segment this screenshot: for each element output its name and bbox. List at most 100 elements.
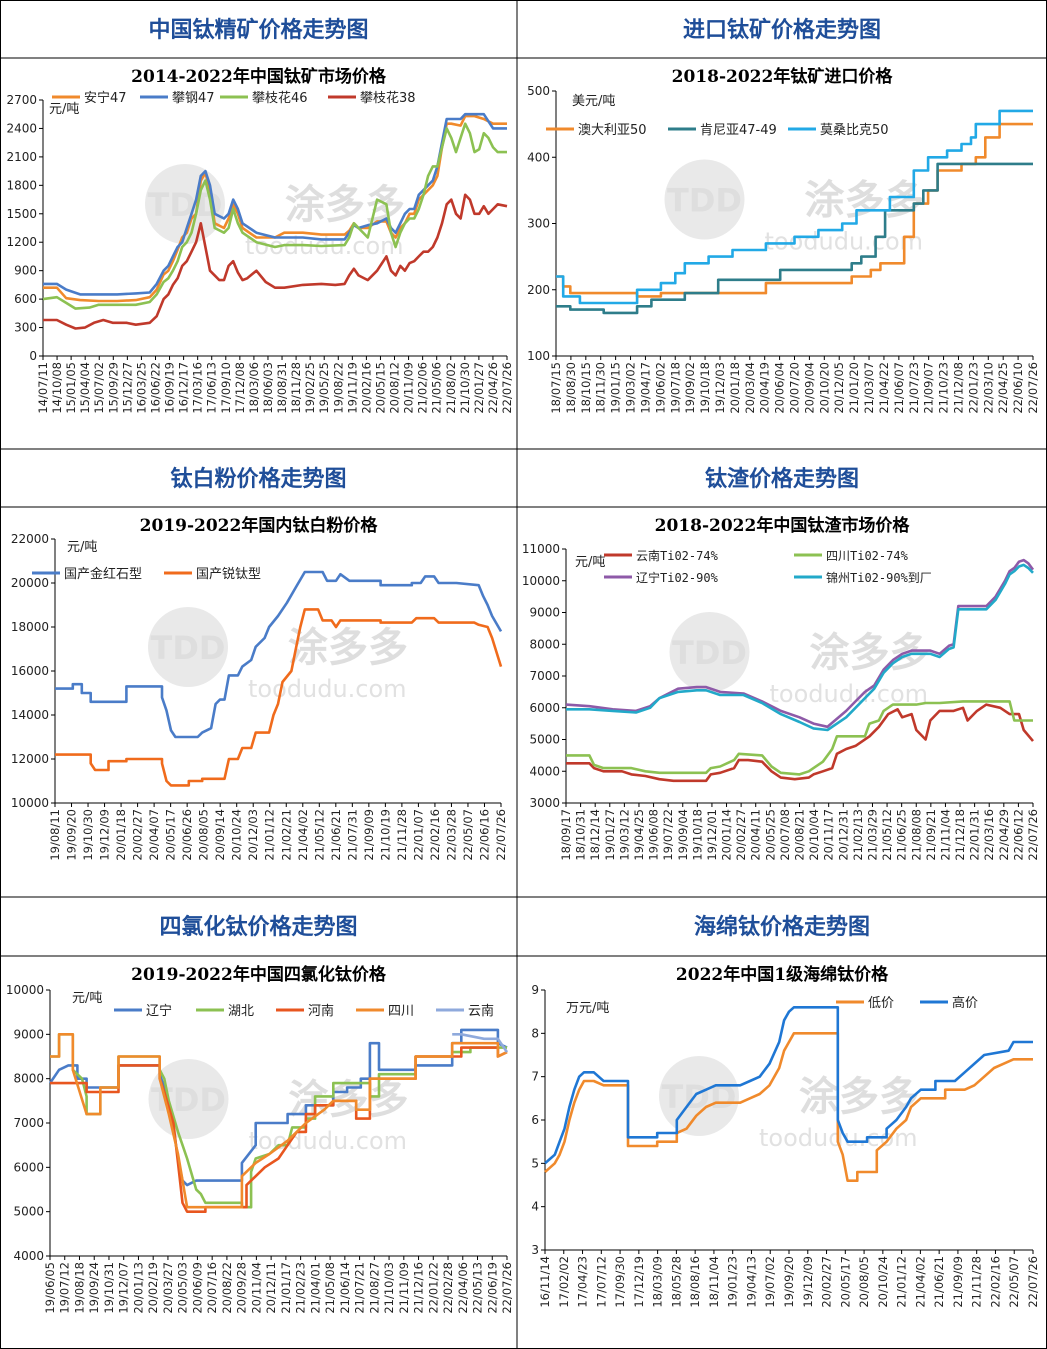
- x-tick-label: 21/08/08: [909, 809, 923, 861]
- watermark-logo-icon: [148, 1059, 229, 1139]
- x-tick-label: 21/10/23: [937, 362, 951, 414]
- x-tick-label: 14/10/08: [50, 362, 64, 414]
- x-tick-label: 21/09/09: [362, 809, 376, 861]
- y-tick-label: 600: [14, 292, 37, 306]
- x-tick-label: 21/01/17: [279, 1262, 293, 1314]
- x-tick-label: 21/09/07: [922, 362, 936, 414]
- x-tick-label: 18/05/28: [669, 1256, 683, 1308]
- x-tick-label: 22/04/06: [456, 1262, 470, 1314]
- x-tick-label: 20/12/05: [832, 362, 846, 414]
- x-tick-label: 20/02/27: [734, 809, 748, 861]
- x-tick-label: 21/06/07: [892, 362, 906, 414]
- x-tick-label: 20/02/27: [131, 809, 145, 861]
- x-tick-label: 19/01/23: [726, 1256, 740, 1308]
- x-tick-label: 21/11/28: [395, 809, 409, 861]
- x-tick-label: 20/09/14: [213, 809, 227, 861]
- x-tick-label: 19/07/18: [668, 362, 682, 414]
- x-tick-label: 21/01/12: [263, 809, 277, 861]
- x-tick-label: 18/08/16: [688, 1256, 702, 1308]
- x-tick-label: 22/02/16: [428, 809, 442, 861]
- y-tick-label: 8000: [13, 1072, 44, 1086]
- x-tick-label: 20/10/20: [817, 362, 831, 414]
- x-tick-label: 16/11/14: [538, 1256, 552, 1308]
- y-axis-unit: 美元/吨: [572, 94, 615, 109]
- x-tick-label: 21/07/23: [907, 362, 921, 414]
- watermark-text: 涂多多: [805, 178, 925, 224]
- x-tick-label: 20/03/27: [161, 1262, 175, 1314]
- chart-title: 2018-2022年钛矿进口价格: [672, 66, 894, 87]
- legend-label: 攀钢47: [172, 91, 215, 106]
- x-tick-label: 17/03/16: [191, 362, 205, 414]
- x-tick-label: 18/08/30: [564, 362, 578, 414]
- x-tick-label: 15/07/02: [92, 362, 106, 414]
- x-tick-label: 19/12/03: [713, 362, 727, 414]
- x-tick-label: 19/07/02: [763, 1256, 777, 1308]
- y-tick-label: 300: [527, 217, 550, 231]
- x-tick-label: 20/08/05: [197, 809, 211, 861]
- x-tick-label: 21/05/08: [323, 1262, 337, 1314]
- y-tick-label: 14000: [11, 708, 49, 722]
- x-tick-label: 19/11/19: [345, 362, 359, 414]
- x-tick-label: 21/11/28: [970, 1256, 984, 1308]
- legend-label: 云南: [468, 1003, 494, 1019]
- x-tick-label: 20/01/13: [131, 1262, 145, 1314]
- x-tick-label: 19/09/20: [782, 1256, 796, 1308]
- y-tick-label: 5000: [529, 733, 560, 747]
- x-tick-label: 21/05/12: [880, 809, 894, 861]
- x-tick-label: 19/06/08: [647, 809, 661, 861]
- x-tick-label: 20/06/09: [190, 1262, 204, 1314]
- y-tick-label: 900: [14, 264, 37, 278]
- chart-title: 2022年中国1级海绵钛价格: [676, 964, 889, 985]
- x-tick-label: 22/02/16: [988, 1256, 1002, 1308]
- panel-title: 钛渣价格走势图: [705, 466, 859, 492]
- watermark-logo-icon: [148, 607, 228, 687]
- x-tick-label: 20/04/11: [749, 809, 763, 861]
- y-tick-label: 7000: [529, 669, 560, 683]
- x-tick-label: 18/12/14: [588, 809, 602, 861]
- x-tick-label: 19/12/01: [705, 809, 719, 861]
- x-tick-label: 18/03/06: [247, 362, 261, 414]
- y-tick-label: 11000: [522, 542, 560, 556]
- series-line: [566, 563, 1034, 732]
- x-tick-label: 21/03/07: [862, 362, 876, 414]
- x-tick-label: 20/07/08: [778, 809, 792, 861]
- y-tick-label: 400: [527, 150, 550, 164]
- x-tick-label: 20/08/22: [220, 1262, 234, 1314]
- panel-title: 海绵钛价格走势图: [694, 914, 870, 940]
- x-tick-label: 19/05/25: [317, 362, 331, 414]
- series-line: [55, 570, 503, 739]
- x-tick-label: 20/12/31: [836, 809, 850, 861]
- watermark-logo-icon: [669, 612, 750, 692]
- watermark-brand: TDD: [151, 629, 226, 667]
- x-tick-label: 14/07/11: [36, 362, 50, 414]
- x-tick-label: 20/10/04: [807, 809, 821, 861]
- legend-label: 锦州Ti02-90%到厂: [826, 571, 932, 585]
- y-axis-unit: 元/吨: [72, 991, 102, 1006]
- y-tick-label: 18000: [11, 620, 49, 634]
- x-tick-label: 19/08/22: [331, 362, 345, 414]
- x-tick-label: 21/07/21: [353, 1262, 367, 1314]
- x-tick-label: 17/09/10: [219, 362, 233, 414]
- legend: 安宁47 攀钢47 攀枝花46 攀枝花38: [52, 90, 416, 106]
- x-tick-label: 19/07/12: [58, 1262, 72, 1314]
- legend-label: 四川: [388, 1004, 414, 1019]
- x-tick-label: 22/06/12: [1011, 809, 1025, 861]
- x-tick-label: 16/03/25: [134, 362, 148, 414]
- x-tick-label: 19/03/12: [617, 809, 631, 861]
- series-line: [43, 114, 507, 303]
- x-tick-label: 20/06/26: [180, 809, 194, 861]
- chart-panel: 进口钛矿价格走势图 TDD 涂多多 toodudu.com 2018-2022年钛矿进口…: [527, 17, 1040, 414]
- x-tick-label: 21/07/31: [345, 809, 359, 861]
- x-tick-label: 21/11/04: [938, 809, 952, 861]
- x-tick-label: 16/06/22: [148, 362, 162, 414]
- x-tick-label: 19/01/15: [609, 362, 623, 414]
- x-tick-label: 19/09/24: [87, 1262, 101, 1314]
- panel-title: 四氯化钛价格走势图: [159, 914, 357, 940]
- x-tick-label: 19/04/25: [632, 809, 646, 861]
- watermark-brand: TDD: [662, 1078, 737, 1116]
- series-line: [556, 162, 1033, 315]
